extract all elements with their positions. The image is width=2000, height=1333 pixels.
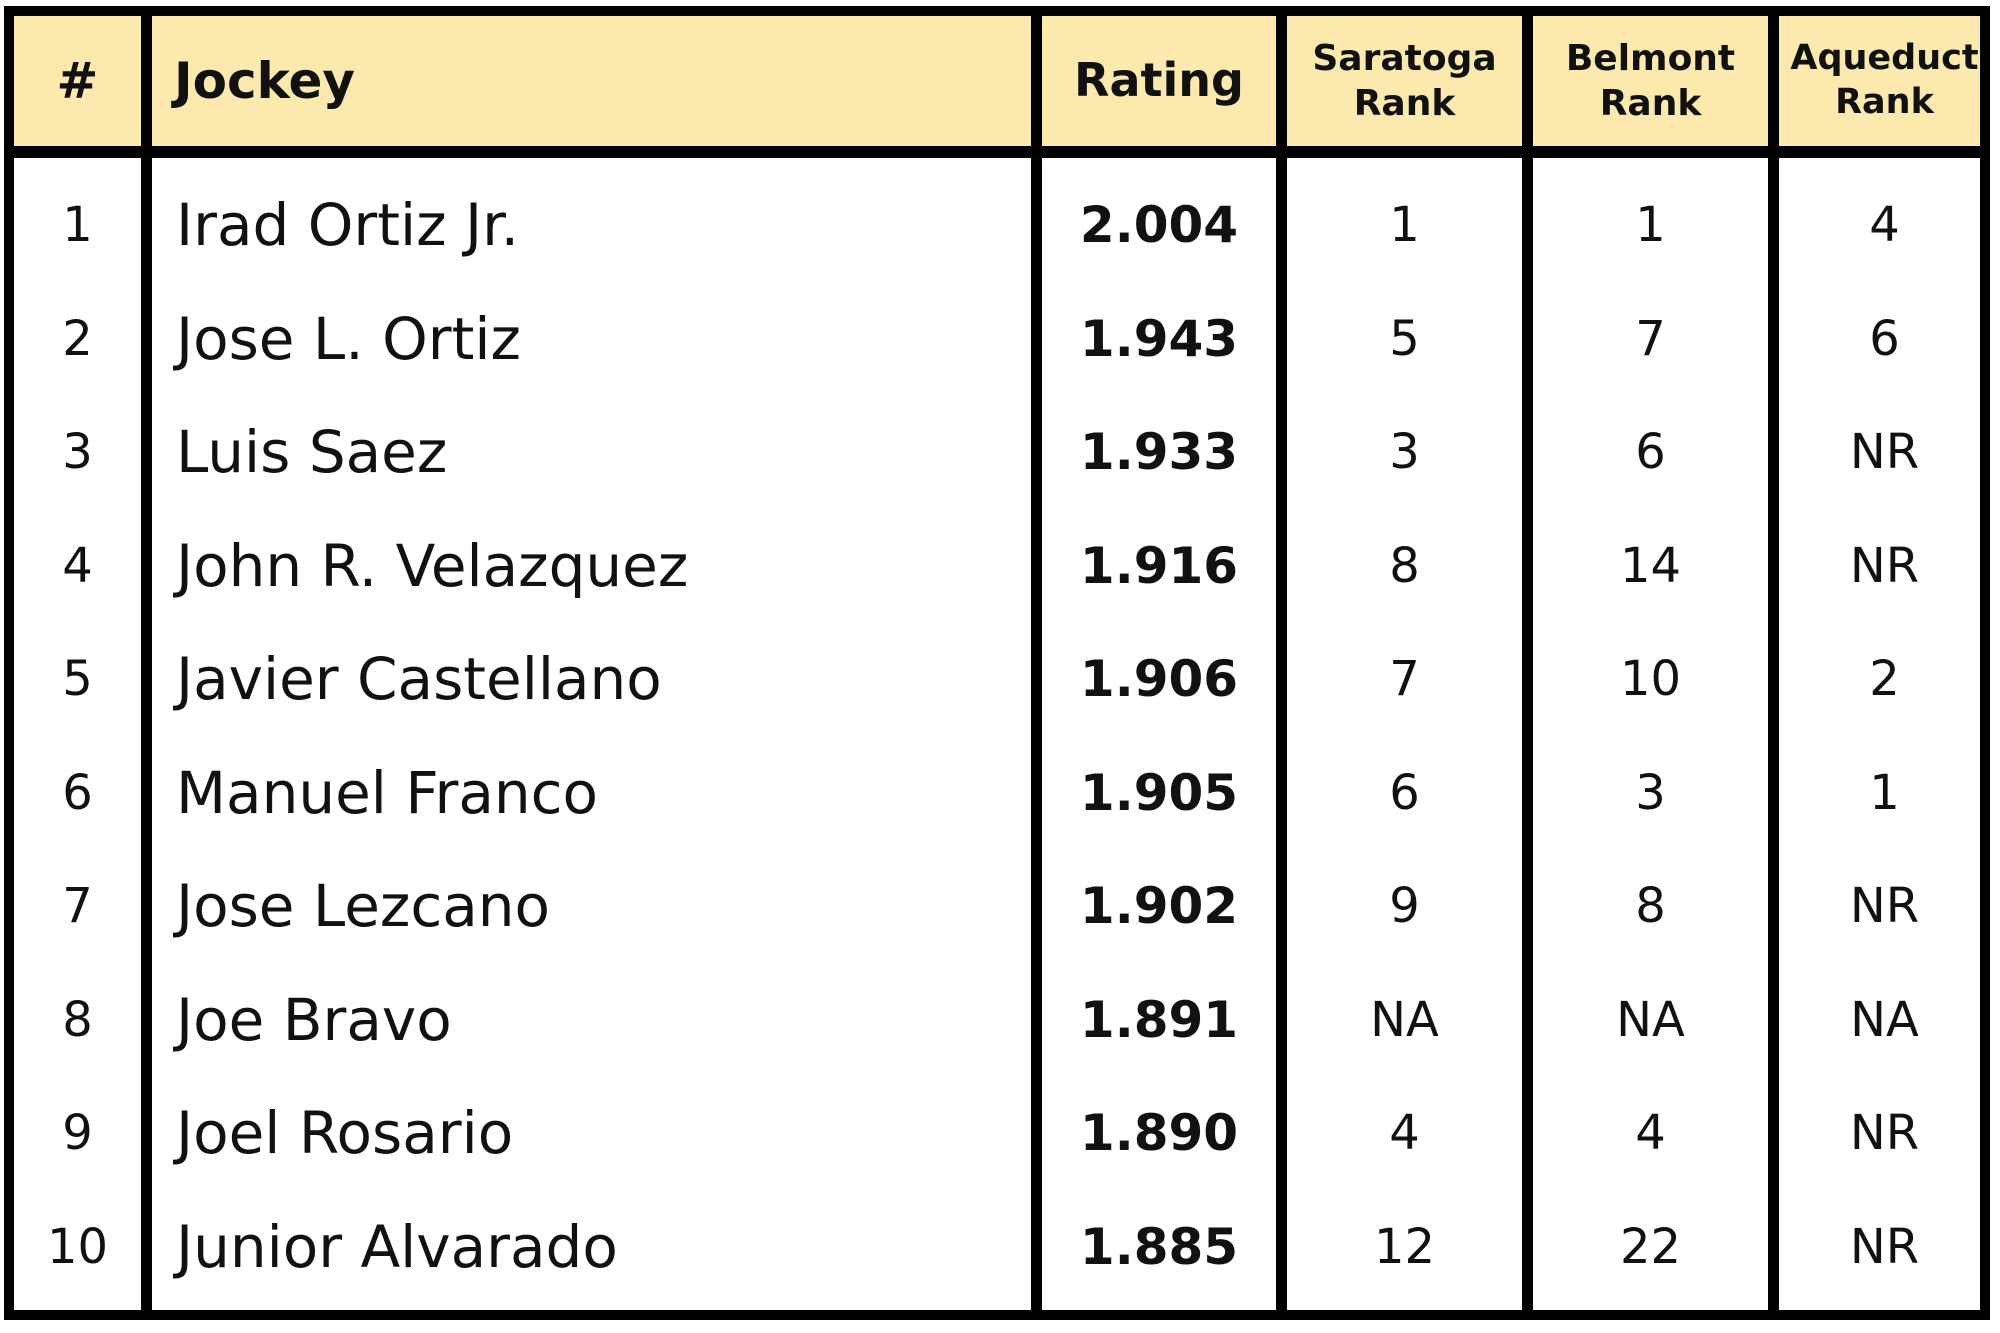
- column-divider-4: [1522, 16, 1533, 1310]
- header-rating-label: Rating: [1074, 53, 1244, 108]
- saratoga-cell: 7: [1389, 651, 1420, 707]
- belmont-cell: 3: [1635, 764, 1666, 821]
- num-cell: 10: [46, 1218, 109, 1275]
- num-cell: 5: [62, 651, 93, 707]
- num-cell: 3: [62, 424, 93, 480]
- jockey-cell: Joel Rosario: [176, 1099, 514, 1167]
- table-row: 8 Joe Bravo 1.891 NA NA NA: [14, 964, 1980, 1076]
- header-rating: Rating: [1042, 16, 1276, 146]
- belmont-cell: 14: [1619, 537, 1682, 594]
- column-divider-1: [141, 16, 152, 1310]
- header-belmont-line1: Belmont: [1565, 38, 1736, 79]
- rating-cell: 1.890: [1079, 1104, 1239, 1162]
- saratoga-cell: 12: [1373, 1218, 1436, 1275]
- header-aqueduct-line1: Aqueduct: [1790, 38, 1979, 79]
- header-divider: [14, 146, 1980, 158]
- belmont-cell: 4: [1635, 1105, 1666, 1161]
- header-jockey-label: Jockey: [174, 51, 356, 110]
- jockey-cell: Joe Bravo: [176, 985, 452, 1054]
- table-row: 2 Jose L. Ortiz 1.943 5 7 6: [14, 283, 1980, 395]
- header-row-background: [14, 16, 1980, 146]
- aqueduct-cell: NA: [1850, 991, 1919, 1048]
- aqueduct-cell: 1: [1869, 764, 1900, 821]
- column-divider-2: [1031, 16, 1042, 1310]
- table-row: 9 Joel Rosario 1.890 4 4 NR: [14, 1077, 1980, 1189]
- rating-cell: 1.902: [1079, 877, 1239, 935]
- saratoga-cell: NA: [1370, 991, 1439, 1048]
- belmont-cell: 8: [1635, 878, 1666, 934]
- belmont-cell: 7: [1635, 310, 1666, 367]
- rating-cell: 1.885: [1079, 1217, 1239, 1276]
- header-belmont-line2: Rank: [1599, 83, 1702, 124]
- aqueduct-cell: NR: [1849, 1105, 1920, 1161]
- jockey-cell: Luis Saez: [176, 418, 448, 486]
- table-row: 6 Manuel Franco 1.905 6 3 1: [14, 737, 1980, 849]
- aqueduct-cell: NR: [1849, 424, 1920, 480]
- rating-cell: 1.905: [1079, 763, 1239, 822]
- belmont-cell: 6: [1635, 424, 1666, 480]
- jockey-cell: Jose L. Ortiz: [176, 304, 521, 373]
- saratoga-cell: 3: [1389, 424, 1420, 480]
- saratoga-cell: 6: [1389, 764, 1420, 821]
- rating-cell: 1.943: [1079, 309, 1239, 368]
- rating-cell: 1.933: [1079, 423, 1239, 481]
- table-row: 5 Javier Castellano 1.906 7 10 2: [14, 623, 1980, 735]
- table-row: 3 Luis Saez 1.933 3 6 NR: [14, 396, 1980, 508]
- saratoga-cell: 5: [1389, 310, 1420, 367]
- header-number-label: #: [56, 51, 99, 110]
- header-aqueduct-line2: Rank: [1835, 82, 1934, 122]
- aqueduct-cell: 4: [1869, 197, 1900, 253]
- rating-cell: 1.906: [1079, 650, 1239, 708]
- num-cell: 2: [62, 310, 93, 367]
- header-saratoga-rank: Saratoga Rank: [1287, 16, 1522, 146]
- jockey-cell: Irad Ortiz Jr.: [176, 191, 520, 259]
- table-row: 1 Irad Ortiz Jr. 2.004 1 1 4: [14, 169, 1980, 281]
- header-jockey: Jockey: [174, 16, 1014, 146]
- jockey-cell: Jose Lezcano: [176, 872, 551, 940]
- num-cell: 1: [62, 197, 93, 253]
- column-divider-3: [1276, 16, 1287, 1310]
- saratoga-cell: 1: [1389, 197, 1420, 253]
- aqueduct-cell: 2: [1869, 651, 1900, 707]
- num-cell: 7: [62, 878, 93, 934]
- belmont-cell: 1: [1635, 197, 1666, 253]
- table-row: 4 John R. Velazquez 1.916 8 14 NR: [14, 510, 1980, 622]
- header-aqueduct-rank: Aqueduct Rank: [1779, 16, 1990, 146]
- table-row: 10 Junior Alvarado 1.885 12 22 NR: [14, 1191, 1980, 1303]
- header-saratoga-line1: Saratoga: [1312, 38, 1497, 79]
- saratoga-cell: 8: [1389, 537, 1420, 594]
- header-saratoga-line2: Rank: [1353, 83, 1456, 124]
- aqueduct-cell: 6: [1869, 310, 1900, 367]
- jockey-rankings-table: # Jockey Rating Saratoga Rank Belmont Ra…: [4, 6, 1990, 1320]
- rating-cell: 1.891: [1079, 990, 1239, 1049]
- rating-cell: 2.004: [1079, 196, 1239, 254]
- header-number: #: [14, 16, 141, 146]
- header-belmont-rank: Belmont Rank: [1533, 16, 1768, 146]
- rating-cell: 1.916: [1079, 536, 1239, 595]
- num-cell: 6: [62, 764, 93, 821]
- aqueduct-cell: NR: [1849, 1218, 1920, 1275]
- num-cell: 9: [62, 1105, 93, 1161]
- jockey-cell: Javier Castellano: [176, 645, 662, 713]
- num-cell: 4: [62, 537, 93, 594]
- num-cell: 8: [62, 991, 93, 1048]
- saratoga-cell: 9: [1389, 878, 1420, 934]
- belmont-cell: 22: [1619, 1218, 1682, 1275]
- jockey-cell: Junior Alvarado: [176, 1212, 618, 1281]
- aqueduct-cell: NR: [1849, 537, 1920, 594]
- belmont-cell: 10: [1619, 651, 1682, 707]
- aqueduct-cell: NR: [1849, 878, 1920, 934]
- table-row: 7 Jose Lezcano 1.902 9 8 NR: [14, 850, 1980, 962]
- column-divider-5: [1768, 16, 1779, 1310]
- jockey-cell: Manuel Franco: [176, 758, 599, 827]
- jockey-cell: John R. Velazquez: [176, 531, 689, 600]
- saratoga-cell: 4: [1389, 1105, 1420, 1161]
- belmont-cell: NA: [1616, 991, 1685, 1048]
